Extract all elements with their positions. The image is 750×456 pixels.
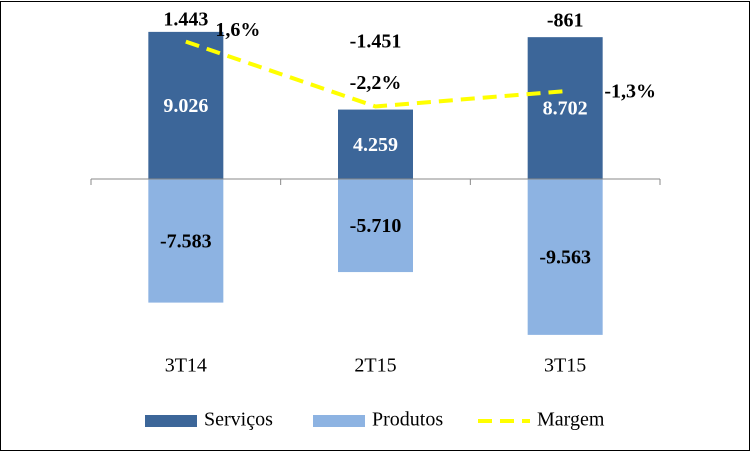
- x-tick-label: 3T15: [544, 355, 586, 377]
- total-label: -861: [547, 10, 584, 32]
- line: [185, 39, 566, 109]
- bar: [527, 179, 603, 335]
- bar: [338, 179, 413, 273]
- legend-label: Margem: [537, 409, 605, 431]
- value-label: 4.259: [353, 134, 398, 156]
- x-tick-label: 3T14: [165, 355, 207, 377]
- line-label: -2,2%: [350, 72, 402, 94]
- x-tick-label: 2T15: [354, 355, 396, 377]
- value-label: -5.710: [350, 215, 402, 237]
- value-label: -9.563: [539, 247, 591, 269]
- legend-swatch: [145, 415, 197, 427]
- bar: [148, 179, 224, 303]
- legend-label: Produtos: [372, 409, 443, 431]
- value-label: 9.026: [163, 95, 208, 117]
- bar: [338, 109, 413, 179]
- value-label: 8.702: [543, 98, 588, 120]
- bar: [148, 31, 224, 179]
- total-label: -1.451: [350, 31, 402, 53]
- legend-label: Serviços: [204, 409, 273, 431]
- line-label: -1,3%: [604, 81, 656, 103]
- bar: [527, 37, 603, 180]
- total-label: 1.443: [163, 9, 208, 31]
- legend-swatch: [313, 415, 365, 427]
- line-label: 1,6%: [215, 19, 260, 41]
- value-label: -7.583: [160, 230, 212, 252]
